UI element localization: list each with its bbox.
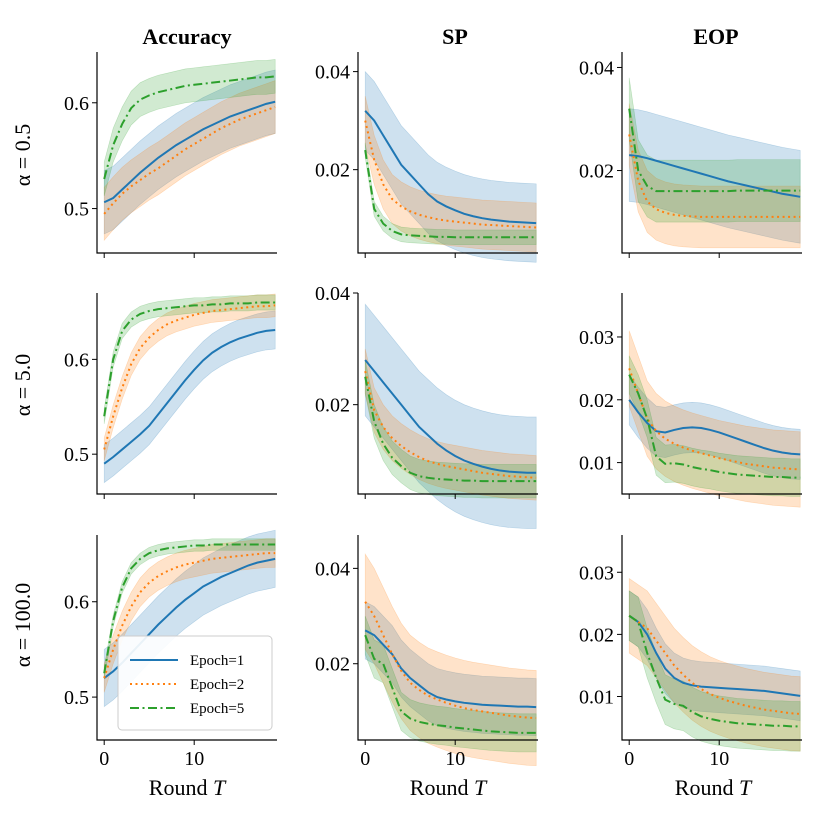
line-epoch-5-r2-c2 bbox=[628, 614, 801, 728]
y-tick-label-r0-c2-0: 0.02 bbox=[579, 161, 614, 183]
line-epoch-5-r1-c0 bbox=[103, 301, 276, 417]
line-epoch-1-r0-c1 bbox=[364, 110, 537, 225]
legend: Epoch=1 Epoch=2 Epoch=5 bbox=[117, 635, 273, 731]
y-tick-label-r1-c0-1: 0.6 bbox=[64, 349, 89, 371]
band-epoch-2-r1-c2 bbox=[628, 330, 801, 508]
line-epoch-2-r1-c0 bbox=[103, 304, 276, 450]
row-label-alpha-100-0: α = 100.0 bbox=[10, 583, 35, 667]
x-label-col3: Round T bbox=[675, 775, 753, 800]
line-epoch-1-r1-c0 bbox=[103, 328, 276, 465]
line-epoch-5-r0-c1 bbox=[364, 149, 537, 239]
line-epoch-2-r0-c2 bbox=[628, 134, 801, 218]
band-epoch-1-r2-c1 bbox=[364, 601, 537, 737]
y-tick-label-r1-c0-0: 0.5 bbox=[64, 444, 89, 466]
col-title-sp: SP bbox=[442, 24, 468, 49]
panel-r0-c1: 0.02 0.04 bbox=[315, 52, 538, 263]
band-epoch-2-r2-c2 bbox=[628, 577, 801, 752]
line-epoch-2-r0-c1 bbox=[364, 120, 537, 229]
panel-r0-c2: 0.02 0.04 bbox=[579, 52, 802, 258]
y-tick-label-r0-c2-1: 0.04 bbox=[579, 57, 614, 79]
y-tick-label-r0-c1-0: 0.02 bbox=[315, 160, 350, 182]
band-epoch-2-r2-c0 bbox=[103, 538, 276, 693]
y-tick-label-r2-c2-1: 0.02 bbox=[579, 624, 614, 646]
y-tick-label-r2-c2-2: 0.03 bbox=[579, 562, 614, 584]
band-epoch-1-r1-c2 bbox=[628, 373, 801, 480]
y-tick-label-r1-c2-2: 0.03 bbox=[579, 327, 614, 349]
line-epoch-2-r1-c2 bbox=[628, 368, 801, 471]
y-tick-label-r2-c2-0: 0.01 bbox=[579, 687, 614, 709]
band-epoch-1-r0-c2 bbox=[628, 108, 801, 244]
row-label-alpha-5-0: α = 5.0 bbox=[10, 354, 35, 416]
legend-label-epoch-2: Epoch=2 bbox=[190, 677, 244, 693]
band-epoch-1-r1-c1 bbox=[364, 303, 537, 529]
band-epoch-5-r1-c0 bbox=[103, 294, 276, 424]
legend-label-epoch-1: Epoch=1 bbox=[190, 653, 244, 669]
y-tick-label-r0-c0-0: 0.5 bbox=[64, 199, 89, 221]
x-tick-label-r2-c2-0: 0 bbox=[624, 748, 634, 770]
panel-r1-c2: 0.01 0.02 0.03 bbox=[579, 293, 802, 508]
x-tick-label-r2-c0-1: 10 bbox=[184, 748, 204, 770]
panel-r1-c1: 0.02 0.04 bbox=[315, 283, 538, 529]
x-tick-label-r2-c1-1: 10 bbox=[445, 748, 465, 770]
row-label-alpha-0-5: α = 0.5 bbox=[10, 124, 35, 186]
panel-r0-c0: 0.5 0.6 bbox=[64, 52, 277, 258]
panel-r1-c0: 0.5 0.6 bbox=[64, 293, 277, 499]
line-epoch-1-r1-c1 bbox=[364, 359, 537, 474]
y-tick-label-r1-c1-0: 0.02 bbox=[315, 395, 350, 417]
band-epoch-5-r0-c0 bbox=[103, 59, 276, 196]
x-label-col2: Round T bbox=[410, 775, 488, 800]
band-epoch-5-r0-c2 bbox=[628, 77, 801, 223]
line-epoch-2-r2-c1 bbox=[364, 601, 537, 720]
line-epoch-2-r2-c0 bbox=[103, 552, 276, 679]
band-epoch-5-r0-c1 bbox=[364, 142, 537, 245]
y-tick-label-r1-c2-1: 0.02 bbox=[579, 390, 614, 412]
y-tick-label-r0-c0-1: 0.6 bbox=[64, 93, 89, 115]
y-tick-label-r2-c0-0: 0.5 bbox=[64, 687, 89, 709]
line-epoch-2-r0-c0 bbox=[103, 106, 276, 215]
band-epoch-2-r0-c0 bbox=[103, 80, 276, 242]
row-labels: α = 0.5 α = 5.0 α = 100.0 bbox=[10, 124, 35, 667]
y-tick-label-r1-c1-1: 0.04 bbox=[315, 283, 350, 305]
y-tick-label-r2-c0-1: 0.6 bbox=[64, 592, 89, 614]
band-epoch-1-r0-c1 bbox=[364, 70, 537, 263]
y-tick-label-r2-c1-0: 0.02 bbox=[315, 654, 350, 676]
line-epoch-5-r2-c0 bbox=[103, 543, 276, 674]
band-epoch-5-r2-c0 bbox=[103, 538, 276, 680]
x-tick-label-r2-c1-0: 0 bbox=[360, 748, 370, 770]
line-epoch-1-r0-c0 bbox=[103, 100, 276, 204]
band-epoch-1-r1-c0 bbox=[103, 310, 276, 484]
y-tick-label-r1-c2-0: 0.01 bbox=[579, 453, 614, 475]
x-label-col1: Round T bbox=[149, 775, 227, 800]
band-epoch-5-r1-c2 bbox=[628, 355, 801, 497]
line-epoch-5-r0-c0 bbox=[103, 75, 276, 180]
panel-r2-c2: 0.01 0.02 0.03 0 10 bbox=[579, 535, 802, 770]
line-epoch-5-r1-c1 bbox=[364, 376, 537, 483]
band-epoch-2-r0-c2 bbox=[628, 103, 801, 249]
col-title-accuracy: Accuracy bbox=[142, 24, 231, 49]
line-epoch-5-r0-c2 bbox=[628, 108, 801, 193]
y-tick-label-r2-c1-1: 0.04 bbox=[315, 558, 350, 580]
band-epoch-2-r1-c1 bbox=[364, 348, 537, 501]
line-epoch-5-r1-c2 bbox=[628, 374, 801, 479]
line-epoch-2-r2-c2 bbox=[628, 614, 801, 715]
line-epoch-1-r1-c2 bbox=[628, 399, 801, 456]
x-tick-label-r2-c2-1: 10 bbox=[709, 748, 729, 770]
col-title-eop: EOP bbox=[693, 24, 738, 49]
chart-panels: 0.5 0.6 0.02 0.04 0.02 0.04 0.5 0.6 0.02 0.04 0.01… bbox=[64, 52, 802, 770]
line-epoch-1-r2-c2 bbox=[628, 614, 801, 697]
band-epoch-5-r1-c1 bbox=[364, 359, 537, 499]
band-epoch-2-r1-c0 bbox=[103, 293, 276, 461]
band-epoch-1-r0-c0 bbox=[103, 69, 276, 235]
x-tick-label-r2-c0-0: 0 bbox=[99, 748, 109, 770]
line-epoch-5-r2-c1 bbox=[364, 634, 537, 734]
legend-label-epoch-5: Epoch=5 bbox=[190, 701, 244, 717]
panel-r2-c1: 0.02 0.04 0 10 bbox=[315, 535, 538, 770]
column-titles: Accuracy SP EOP bbox=[142, 24, 738, 49]
x-axis-labels: Round T Round T Round T bbox=[149, 775, 753, 800]
y-tick-label-r0-c1-1: 0.04 bbox=[315, 62, 350, 84]
